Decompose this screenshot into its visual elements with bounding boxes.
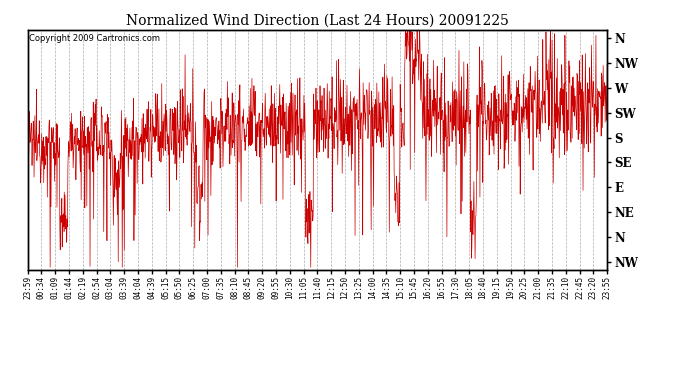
Title: Normalized Wind Direction (Last 24 Hours) 20091225: Normalized Wind Direction (Last 24 Hours… (126, 13, 509, 27)
Text: Copyright 2009 Cartronics.com: Copyright 2009 Cartronics.com (30, 34, 160, 43)
